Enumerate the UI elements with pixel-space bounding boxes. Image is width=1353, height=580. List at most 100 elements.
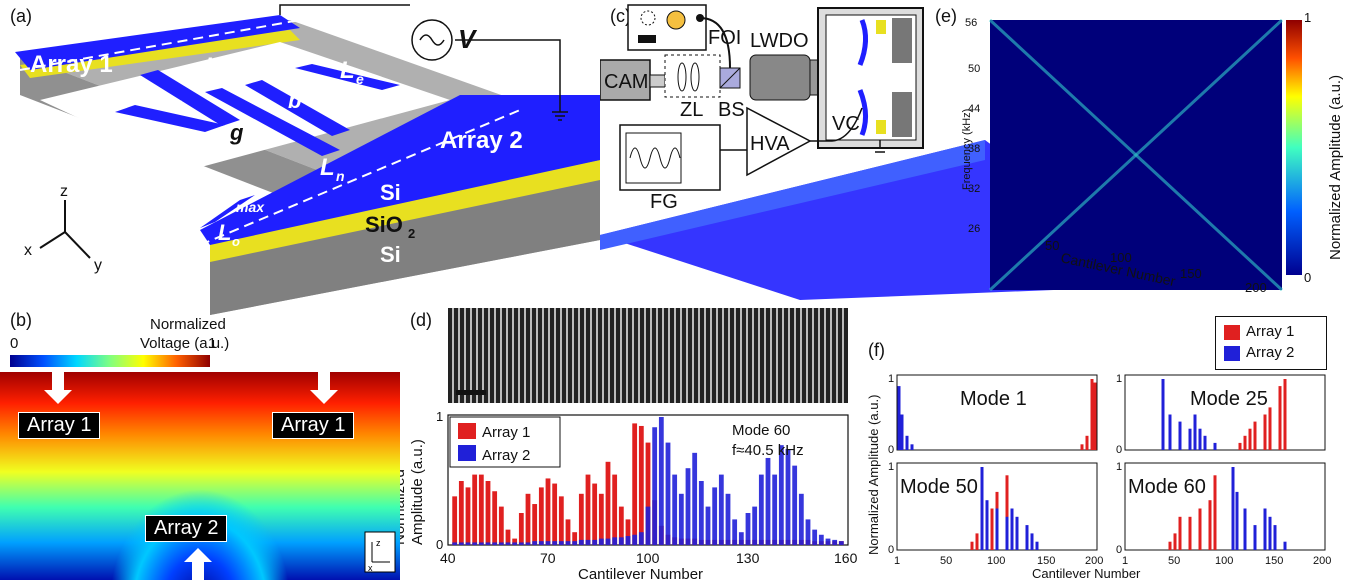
param-lmin-sub: min xyxy=(158,95,183,111)
bar-array2-122 xyxy=(718,474,724,545)
bar-array1-46 xyxy=(465,487,471,545)
mode-bar-1-b-0 xyxy=(1161,379,1165,450)
param-lmin: L xyxy=(140,76,156,106)
bar-array2-42 xyxy=(452,542,458,545)
label-array1-b-left: Array 1 xyxy=(18,412,101,439)
bar-array2-54 xyxy=(492,542,498,545)
bar-array2-104 xyxy=(658,417,664,545)
frequency-map: 56 50 44 38 32 26 Frequency (kHz) 50 100… xyxy=(600,10,1344,300)
layer-sio2: SiO xyxy=(365,212,403,237)
legend-f-swatch-2 xyxy=(1224,346,1240,361)
mode60-label: Mode 60 xyxy=(1128,476,1206,498)
mode-bar-0-b-3 xyxy=(910,444,914,450)
mode1-label: Mode 1 xyxy=(960,388,1027,410)
array1-label-a: Array 1 xyxy=(30,51,113,78)
legend-f-array2: Array 2 xyxy=(1246,344,1295,361)
d-ylabel-1: Normalized xyxy=(400,469,408,545)
mode-bar-1-r-3 xyxy=(1263,414,1267,450)
label-foi: FOI xyxy=(708,27,741,49)
mode-bar-1-r-7 xyxy=(1238,442,1242,450)
mode-bar-2-b-3 xyxy=(1005,516,1009,550)
bar-array2-120 xyxy=(712,487,718,545)
bar-array1-78 xyxy=(572,532,578,545)
axis-x-a: x xyxy=(24,242,32,259)
bar-array2-62 xyxy=(518,542,524,545)
panel-a: (a) xyxy=(0,0,600,315)
bar-array1-70 xyxy=(545,478,551,545)
label-bs: BS xyxy=(718,99,745,121)
label-lwdo: LWDO xyxy=(750,30,809,52)
mode-bar-1-b-2 xyxy=(1178,421,1182,450)
f-ytick-r-top-0: 0 xyxy=(1116,444,1122,456)
bar-array1-94 xyxy=(625,519,631,545)
bar-array2-106 xyxy=(665,442,671,545)
mode-bar-1-r-5 xyxy=(1248,428,1252,450)
bar-array2-58 xyxy=(505,542,511,545)
d-xtick-160: 160 xyxy=(834,550,858,566)
bar-array2-158 xyxy=(838,541,844,545)
bar-array1-90 xyxy=(612,474,618,545)
f-xtick-r-50: 50 xyxy=(1168,555,1180,567)
mode-bar-3-b-3 xyxy=(1253,525,1257,550)
mode-bar-2-b-2 xyxy=(995,508,999,550)
colorbar-title-b2: Voltage (a.u.) xyxy=(140,335,230,352)
bar-array2-102 xyxy=(652,427,658,545)
param-g: g xyxy=(229,120,244,145)
param-lmax-sub: max xyxy=(236,199,265,215)
e-ytick-38: 38 xyxy=(968,143,980,155)
label-hva: HVA xyxy=(750,133,790,155)
panel-label-b: (b) xyxy=(10,310,32,330)
bar-array2-110 xyxy=(678,493,684,545)
bar-array2-48 xyxy=(472,542,478,545)
e-ytick-32: 32 xyxy=(968,183,980,195)
d-xtick-130: 130 xyxy=(736,550,760,566)
mode-bar-0-r-1 xyxy=(1093,382,1097,450)
bar-array1-96 xyxy=(632,423,638,545)
f-ytick-bot-0: 0 xyxy=(888,544,894,556)
mode-bar-3-b-0 xyxy=(1231,467,1235,550)
bar-array2-144 xyxy=(792,465,798,545)
legend-f: Array 1 Array 2 xyxy=(1215,316,1327,370)
array2-label-a: Array 2 xyxy=(440,127,523,154)
bar-array2-92 xyxy=(618,537,624,545)
bar-array1-88 xyxy=(605,461,611,545)
bar-array1-54 xyxy=(492,491,498,545)
param-ln: L xyxy=(320,154,335,181)
bar-array2-116 xyxy=(698,481,704,545)
panel-e: (e) 56 50 44 38 32 26 Frequency (kHz) 50… xyxy=(590,0,1353,310)
e-colorbar-label: Normalized Amplitude (a.u.) xyxy=(1327,75,1344,260)
bar-array2-88 xyxy=(605,538,611,545)
bar-array1-66 xyxy=(532,504,538,545)
modes-chart: Mode 1 Mode 25 Mode 50 Mode 60 Normalize… xyxy=(866,373,1331,580)
bar-array2-82 xyxy=(585,539,591,545)
f-xtick-l-100: 100 xyxy=(987,555,1005,567)
f-ylabel: Normalized Amplitude (a.u.) xyxy=(866,395,881,555)
param-lo-sub: o xyxy=(232,234,240,249)
f-xtick-l-1: 1 xyxy=(894,555,900,567)
bar-array2-136 xyxy=(765,457,771,545)
mode-bar-3-b-5 xyxy=(1268,516,1272,550)
freq-text-d: f≈40.5 kHz xyxy=(732,442,804,459)
mode-bar-2-b-5 xyxy=(1015,516,1019,550)
mode50-label: Mode 50 xyxy=(900,476,978,498)
mode-bar-2-r-0 xyxy=(1005,475,1009,550)
bar-array2-142 xyxy=(785,449,791,545)
f-xtick-r-150: 150 xyxy=(1265,555,1283,567)
label-array1-b-right: Array 1 xyxy=(272,412,355,439)
mode-bar-1-b-7 xyxy=(1213,442,1217,450)
e-colorbar-max: 1 xyxy=(1304,10,1311,25)
mode-bar-3-r-3 xyxy=(1188,516,1192,550)
bar-array2-94 xyxy=(625,536,631,545)
bar-array2-90 xyxy=(612,537,618,545)
mode-bar-0-b-1 xyxy=(900,414,904,450)
axis-y-a: y xyxy=(94,257,102,274)
axis-z-b: z xyxy=(376,538,381,548)
mode25-label: Mode 25 xyxy=(1190,388,1268,410)
colorbar-min-b: 0 xyxy=(10,335,19,352)
e-ytick-50: 50 xyxy=(968,63,980,75)
param-le-sub: e xyxy=(356,71,364,87)
bar-array1-86 xyxy=(598,493,604,545)
param-lo: L xyxy=(218,220,231,245)
f-xtick-r-200: 200 xyxy=(1313,555,1331,567)
bar-array2-68 xyxy=(538,541,544,545)
